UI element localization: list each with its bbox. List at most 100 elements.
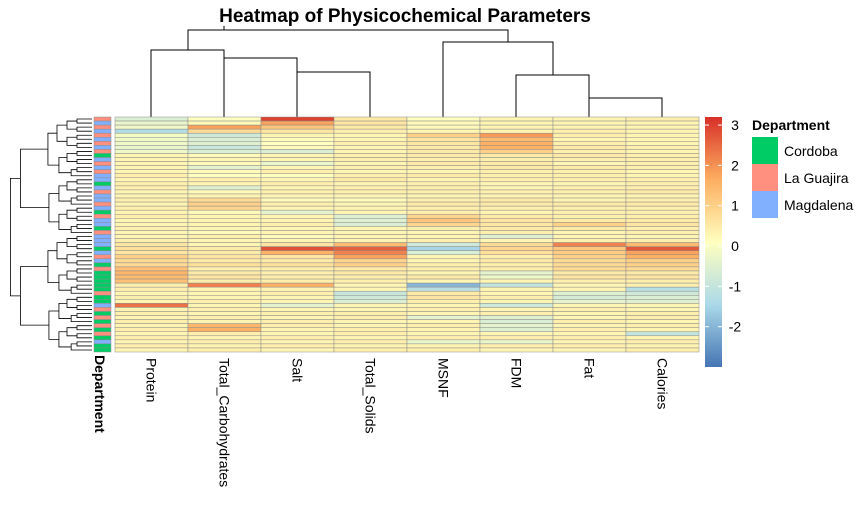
row-dendro-branch — [66, 120, 77, 130]
heatmap-cell — [114, 173, 189, 179]
heatmap-cell — [552, 343, 627, 349]
heatmap-cell — [333, 246, 408, 251]
department-annotation-cell — [93, 128, 112, 134]
row-dendro-branch — [76, 244, 92, 250]
heatmap-cell — [625, 201, 700, 207]
heatmap-cell — [406, 222, 481, 227]
row-dendro-branch — [76, 276, 92, 282]
heatmap-cell — [406, 141, 481, 146]
heatmap-cell — [114, 137, 189, 142]
heatmap-cell — [479, 311, 554, 316]
heatmap-cell — [552, 311, 627, 316]
heatmap-cell — [260, 137, 335, 142]
heatmap-cell — [406, 250, 481, 256]
heatmap-cell — [333, 303, 408, 308]
heatmap-cell — [114, 169, 189, 174]
heatmap-cell — [406, 230, 481, 235]
department-legend-title: Department — [752, 117, 830, 133]
legend-swatch — [752, 137, 778, 164]
legend-swatch — [752, 191, 778, 218]
heatmap-cell — [479, 238, 554, 243]
heatmap-cell — [406, 262, 481, 268]
department-annotation-cell — [93, 327, 112, 332]
heatmap-cell — [625, 266, 700, 272]
heatmap-cell — [552, 173, 627, 179]
heatmap-cell — [260, 201, 335, 207]
heatmap-cell — [114, 347, 189, 353]
heatmap-cell — [187, 226, 262, 231]
heatmap-cell — [479, 347, 554, 353]
heatmap-cell — [260, 116, 335, 122]
heatmap-cell — [187, 137, 262, 142]
row-dendro-branch — [66, 298, 77, 308]
heatmap-cell — [479, 161, 554, 166]
heatmap-cell — [552, 165, 627, 170]
heatmap-cell — [333, 145, 408, 150]
row-dendro-branch — [76, 284, 92, 290]
heatmap-cell — [552, 181, 627, 187]
heatmap-cell — [479, 222, 554, 227]
color-scale-tick-label: -2 — [729, 319, 742, 335]
heatmap-cell — [260, 250, 335, 256]
color-scale-tick-label: 3 — [731, 117, 739, 133]
heatmap-cell — [625, 327, 700, 332]
heatmap-cell — [333, 181, 408, 187]
heatmap-cell — [406, 149, 481, 154]
row-dendro-branch — [58, 331, 72, 348]
heatmap-cell — [625, 197, 700, 203]
department-annotation-cell — [93, 153, 112, 158]
heatmap-cell — [333, 335, 408, 341]
heatmap-cell — [625, 177, 700, 183]
heatmap-cell — [552, 185, 627, 191]
heatmap-cell — [187, 311, 262, 316]
heatmap-cell — [479, 132, 554, 138]
heatmap-cell — [625, 205, 700, 211]
heatmap-cell — [260, 282, 335, 288]
heatmap-cell — [406, 209, 481, 215]
heatmap-cell — [187, 254, 262, 260]
department-annotation-cell — [93, 120, 112, 126]
heatmap-cell — [114, 209, 189, 215]
heatmap-cell — [625, 161, 700, 166]
heatmap-cell — [406, 246, 481, 251]
heatmap-cell — [552, 331, 627, 337]
heatmap-cell — [406, 254, 481, 260]
row-dendro-branch — [76, 305, 92, 310]
department-annotation-cell — [93, 177, 112, 183]
heatmap-cell — [260, 258, 335, 264]
heatmap-cell — [552, 234, 627, 239]
heatmap-cell — [333, 295, 408, 300]
department-annotation-cell — [93, 335, 112, 341]
department-annotation-cell — [93, 307, 112, 312]
department-annotation-cell — [93, 173, 112, 179]
heatmap-cell — [552, 145, 627, 150]
heatmap-cell — [187, 132, 262, 138]
heatmap-cell — [406, 226, 481, 231]
heatmap-cell — [479, 282, 554, 288]
heatmap-cell — [260, 295, 335, 300]
department-annotation-cell — [93, 124, 112, 130]
heatmap-cell — [552, 161, 627, 166]
heatmap-cell — [333, 209, 408, 215]
department-annotation-cell — [93, 286, 112, 292]
heatmap-cell — [114, 242, 189, 247]
heatmap-cell — [187, 124, 262, 130]
heatmap-cell — [260, 347, 335, 353]
heatmap-cell — [552, 270, 627, 276]
heatmap-cell — [406, 339, 481, 345]
heatmap-cell — [114, 153, 189, 158]
heatmap-cell — [260, 165, 335, 170]
heatmap-cell — [260, 299, 335, 304]
department-annotation-cell — [93, 169, 112, 174]
heatmap-cell — [406, 319, 481, 324]
heatmap-cell — [114, 311, 189, 316]
heatmap-cell — [406, 161, 481, 166]
heatmap-cell — [114, 290, 189, 296]
color-scale-tick-label: 2 — [731, 157, 739, 173]
heatmap-cell — [479, 230, 554, 235]
heatmap-cell — [552, 238, 627, 243]
heatmap-cell — [625, 234, 700, 239]
heatmap-cell — [625, 295, 700, 300]
heatmap-cell — [333, 137, 408, 142]
department-annotation-cell — [93, 222, 112, 227]
